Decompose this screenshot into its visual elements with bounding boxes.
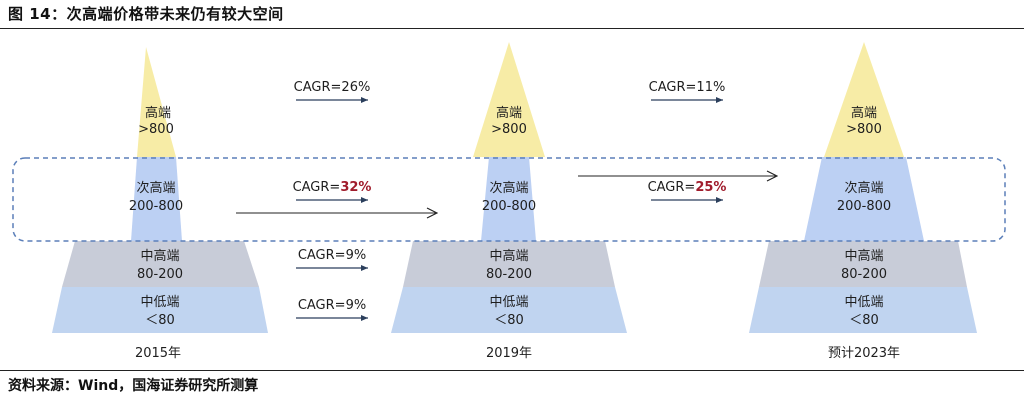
tier-mid-low-2019: [391, 287, 627, 333]
tier-mid-low-range-2019: ＜80: [494, 313, 524, 328]
svg-text:CAGR=11%: CAGR=11%: [649, 80, 726, 95]
tier-mid-high-2023: [759, 241, 967, 287]
tier-sub-high-2023: [804, 157, 924, 241]
tier-mid-low-name-2023: 中低端: [844, 295, 883, 310]
tier-sub-high-name-2019: 次高端: [489, 180, 528, 196]
tier-sub-high-range-2023: 200-800: [837, 199, 891, 214]
cagr-p1-mid-low-value: 9%: [346, 298, 367, 313]
tier-high-name-2023: 高端: [851, 105, 877, 121]
tier-high-2015: [137, 47, 176, 157]
tier-sub-high-name-2023: 次高端: [844, 180, 883, 196]
tier-mid-low-range-2015: ＜80: [145, 313, 175, 328]
year-label-2023: 预计2023年: [828, 346, 900, 361]
year-label-2015: 2015年: [135, 346, 181, 361]
pyramid-2023: 高端 >800 次高端 200-800 中高端 80-200 中低端 ＜80 预…: [749, 42, 977, 361]
cagr-p2-high: CAGR=11%: [649, 80, 726, 103]
svg-text:CAGR=25%: CAGR=25%: [648, 180, 727, 195]
cagr-prefix: CAGR=: [648, 180, 696, 195]
cagr-prefix: CAGR=: [293, 180, 341, 195]
tier-high-range-2015: >800: [138, 122, 174, 137]
tier-sub-high-2019: [481, 157, 536, 241]
top-rule: [0, 28, 1024, 29]
sub-high-highlight-box: [12, 157, 1006, 242]
tier-high-range-2019: >800: [491, 122, 527, 137]
cagr-prefix: CAGR=: [294, 80, 342, 95]
tier-high-name-2015: 高端: [145, 105, 171, 121]
tier-mid-high-name-2019: 中高端: [489, 248, 528, 264]
tier-mid-low-name-2015: 中低端: [140, 295, 179, 310]
tier-mid-high-range-2023: 80-200: [841, 267, 887, 282]
tier-mid-low-2023: [749, 287, 977, 333]
cagr-p2-high-value: 11%: [696, 80, 725, 95]
svg-text:CAGR=26%: CAGR=26%: [294, 80, 371, 95]
cagr-p1-high-value: 26%: [341, 80, 370, 95]
cagr-p1-mid-high-value: 9%: [346, 248, 367, 263]
tier-mid-high-range-2015: 80-200: [137, 267, 183, 282]
tier-sub-high-range-2015: 200-800: [129, 199, 183, 214]
tier-mid-high-range-2019: 80-200: [486, 267, 532, 282]
cagr-p1-sub-high-value: 32%: [340, 180, 371, 195]
tier-mid-high-2015: [62, 241, 259, 287]
tier-mid-low-range-2023: ＜80: [849, 313, 879, 328]
cagr-prefix: CAGR=: [298, 298, 346, 313]
cagr-p1-mid-high: CAGR=9%: [296, 248, 368, 271]
svg-text:CAGR=9%: CAGR=9%: [298, 248, 366, 263]
bottom-rule: [0, 370, 1024, 371]
svg-text:CAGR=9%: CAGR=9%: [298, 298, 366, 313]
tier-mid-high-name-2015: 中高端: [140, 248, 179, 264]
cagr-p2-sub-high: CAGR=25%: [648, 180, 727, 203]
cagr-prefix: CAGR=: [649, 80, 697, 95]
svg-text:CAGR=32%: CAGR=32%: [293, 180, 372, 195]
cagr-p1-high: CAGR=26%: [294, 80, 371, 103]
figure-title: 图 14：次高端价格带未来仍有较大空间: [8, 5, 284, 23]
tier-sub-high-range-2019: 200-800: [482, 199, 536, 214]
cagr-prefix: CAGR=: [298, 248, 346, 263]
pyramid-2015: 高端 >800 次高端 200-800 中高端 80-200 中低端 ＜80 2…: [52, 47, 268, 361]
cagr-p1-sub-high: CAGR=32%: [293, 180, 372, 203]
cagr-p1-mid-low: CAGR=9%: [296, 298, 368, 321]
tier-sub-high-2015: [131, 157, 182, 241]
tier-high-2023: [824, 42, 904, 157]
tier-sub-high-name-2015: 次高端: [136, 180, 175, 196]
tier-high-name-2019: 高端: [496, 105, 522, 121]
tier-high-2019: [473, 42, 545, 157]
year-label-2019: 2019年: [486, 346, 532, 361]
cagr-p2-sub-high-value: 25%: [695, 180, 726, 195]
figure-source: 资料来源：Wind，国海证券研究所测算: [8, 378, 259, 394]
tier-mid-low-2015: [52, 287, 268, 333]
tier-mid-high-2019: [403, 241, 615, 287]
tier-high-range-2023: >800: [846, 122, 882, 137]
tier-mid-high-name-2023: 中高端: [844, 248, 883, 264]
tier-mid-low-name-2019: 中低端: [489, 295, 528, 310]
pyramid-2019: 高端 >800 次高端 200-800 中高端 80-200 中低端 ＜80 2…: [391, 42, 627, 361]
